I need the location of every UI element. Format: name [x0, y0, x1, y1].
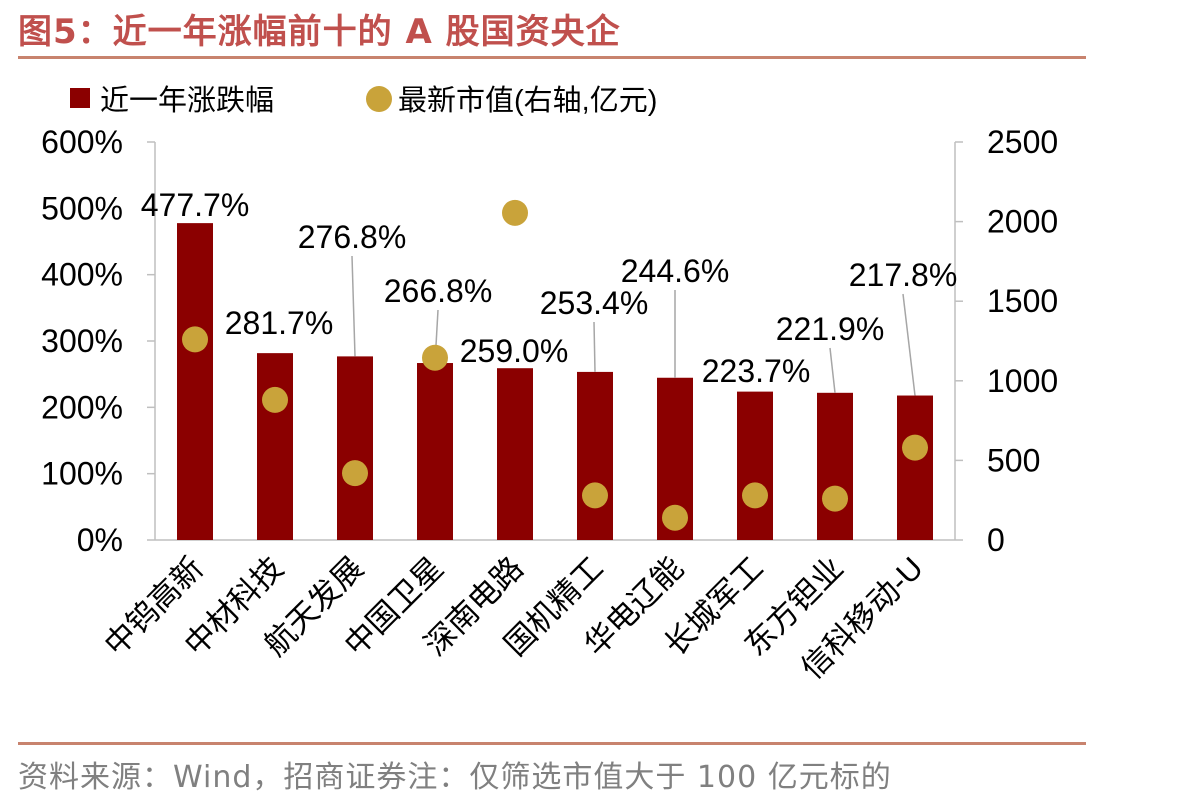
data-label-leader [829, 347, 836, 393]
right-axis-tick-label: 2000 [987, 204, 1058, 240]
market-cap-dot-7 [662, 504, 688, 531]
bar-10 [897, 395, 933, 540]
left-axis-tick-label: 0% [77, 522, 123, 558]
bar-4 [417, 363, 453, 540]
bar-value-label: 221.9% [776, 311, 885, 347]
legend-bar-label: 近一年涨跌幅 [100, 84, 274, 117]
bar-value-label: 244.6% [621, 253, 730, 289]
bar-2 [257, 353, 293, 540]
left-axis-tick-label: 100% [41, 456, 123, 492]
bar-value-label: 281.7% [225, 305, 334, 341]
bar-value-label: 223.7% [702, 353, 811, 389]
right-axis-tick-label: 500 [987, 442, 1040, 478]
data-label-leader [593, 321, 596, 372]
market-cap-dot-8 [742, 482, 768, 509]
market-cap-dot-1 [182, 326, 208, 353]
source-note: 资料来源：Wind，招商证券注：仅筛选市值大于 100 亿元标的 [18, 760, 892, 795]
right-axis-tick-label: 0 [987, 522, 1005, 558]
data-label-leader [902, 293, 916, 396]
bar-value-label: 276.8% [298, 219, 407, 255]
market-cap-dot-4 [422, 344, 448, 371]
right-axis-tick-label: 2500 [987, 124, 1058, 160]
bar-value-label: 266.8% [384, 273, 493, 309]
bar-9 [817, 392, 853, 540]
market-cap-dot-6 [582, 482, 608, 509]
right-axis-tick-label: 1000 [987, 363, 1058, 399]
data-label-leader [351, 255, 356, 357]
bar-8 [737, 391, 773, 540]
bar-6 [577, 371, 613, 540]
bar-value-label: 477.7% [141, 187, 250, 223]
market-cap-dot-10 [902, 434, 928, 461]
bar-5 [497, 368, 533, 540]
left-axis-tick-label: 300% [41, 323, 123, 359]
market-cap-dot-5 [502, 199, 528, 226]
footer-divider [18, 742, 1086, 745]
bar-value-label: 259.0% [460, 333, 569, 369]
title-divider [18, 56, 1086, 59]
bar-3 [337, 356, 373, 540]
bar-1 [177, 223, 213, 540]
chart-title: 图5：近一年涨幅前十的 A 股国资央企 [18, 12, 621, 52]
bar-value-label: 253.4% [540, 285, 649, 321]
bar-value-label: 217.8% [849, 257, 958, 293]
market-cap-dot-3 [342, 460, 368, 487]
market-cap-dot-9 [822, 485, 848, 512]
legend-bar-swatch [70, 88, 90, 108]
left-axis-tick-label: 400% [41, 257, 123, 293]
left-axis-tick-label: 500% [41, 190, 123, 226]
right-axis-tick-label: 1500 [987, 283, 1058, 319]
left-axis-tick-label: 600% [41, 124, 123, 160]
legend-dot-label: 最新市值(右轴,亿元) [398, 84, 657, 117]
legend-dot-swatch [366, 86, 392, 112]
left-axis-tick-label: 200% [41, 389, 123, 425]
market-cap-dot-2 [262, 386, 288, 413]
chart: 0% 100% 200% 300% 400% 500% 600% 0 500 1000 1500 20… [41, 84, 1058, 686]
